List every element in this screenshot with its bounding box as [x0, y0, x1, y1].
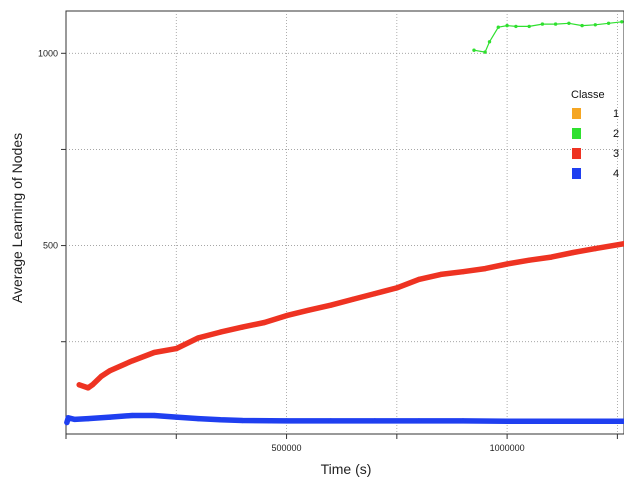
series-4: [64, 412, 624, 426]
data-point: [548, 254, 554, 260]
data-point: [372, 291, 378, 297]
data-point: [540, 22, 545, 26]
data-point: [85, 385, 91, 391]
data-point: [328, 418, 334, 424]
legend: Classe 1 2 3 4: [571, 89, 619, 180]
data-point: [504, 418, 510, 424]
legend-swatch: [572, 108, 581, 119]
data-point: [107, 414, 113, 420]
data-point: [504, 261, 510, 267]
data-point: [553, 22, 558, 26]
series-line: [64, 412, 624, 426]
axis-ticks: 500000 1000000 500 1000: [38, 48, 618, 453]
data-point: [593, 23, 597, 27]
y-axis-title: Average Learning of Nodes: [9, 133, 25, 303]
data-point: [472, 48, 476, 52]
data-point: [482, 266, 488, 272]
series-layer: [64, 20, 624, 426]
data-point: [592, 418, 598, 424]
data-point: [483, 50, 487, 54]
legend-entry: 3: [572, 148, 619, 160]
plot-area: [65, 10, 624, 435]
data-point: [76, 382, 82, 388]
series-line: [76, 240, 624, 391]
data-point: [284, 418, 290, 424]
legend-swatch: [572, 148, 581, 159]
legend-label: 1: [613, 108, 619, 120]
x-axis-title: Time (s): [321, 461, 372, 477]
legend-entries: 1 2 3 4: [572, 108, 619, 180]
data-point: [217, 417, 223, 423]
data-point: [98, 373, 104, 379]
legend-label: 4: [613, 168, 619, 180]
data-point: [328, 302, 334, 308]
data-point: [570, 249, 576, 256]
data-point: [372, 418, 378, 424]
data-point: [416, 418, 422, 424]
data-point: [505, 23, 509, 28]
data-point: [129, 358, 135, 364]
data-point: [151, 349, 157, 356]
data-point: [239, 417, 245, 424]
legend-entry: 2: [572, 128, 619, 140]
legend-label: 3: [613, 148, 619, 160]
data-point: [89, 382, 96, 388]
data-point: [621, 241, 624, 247]
series-3: [76, 240, 624, 391]
data-point: [416, 276, 422, 282]
data-point: [438, 271, 444, 277]
data-point: [64, 419, 70, 426]
data-point: [460, 269, 466, 275]
data-point: [567, 21, 571, 25]
legend-label: 2: [613, 128, 619, 140]
data-point: [72, 416, 78, 422]
data-point: [85, 416, 91, 422]
y-tick-label: 1000: [38, 48, 58, 58]
data-point: [460, 418, 466, 424]
data-point: [129, 412, 135, 419]
x-tick-label: 1000000: [490, 443, 525, 453]
series-2: [472, 20, 624, 54]
data-point: [592, 246, 598, 252]
data-point: [284, 313, 290, 319]
data-point: [580, 23, 584, 28]
data-point: [496, 25, 500, 29]
data-point: [306, 307, 312, 313]
data-point: [606, 21, 611, 25]
legend-swatch: [572, 128, 581, 139]
data-point: [487, 40, 492, 44]
data-point: [394, 285, 400, 291]
data-point: [514, 24, 518, 29]
data-point: [526, 257, 532, 263]
data-point: [548, 418, 554, 424]
data-point: [239, 324, 245, 330]
data-point: [350, 296, 356, 302]
legend-title: Classe: [571, 89, 605, 101]
data-point: [621, 418, 624, 424]
data-point: [527, 24, 531, 29]
data-point: [261, 319, 268, 326]
data-point: [217, 329, 223, 335]
data-point: [107, 368, 113, 374]
y-tick-label: 500: [43, 241, 58, 251]
data-point: [173, 346, 179, 352]
data-point: [173, 414, 179, 420]
data-point: [195, 416, 201, 422]
data-point: [65, 415, 71, 421]
data-point: [620, 20, 624, 24]
legend-entry: 4: [572, 168, 619, 180]
grid-lines: [66, 11, 624, 434]
legend-entry: 1: [572, 108, 619, 120]
data-point: [195, 335, 201, 341]
x-tick-label: 500000: [272, 443, 302, 453]
data-point: [151, 412, 157, 419]
series-line: [473, 21, 623, 53]
legend-swatch: [572, 168, 581, 179]
